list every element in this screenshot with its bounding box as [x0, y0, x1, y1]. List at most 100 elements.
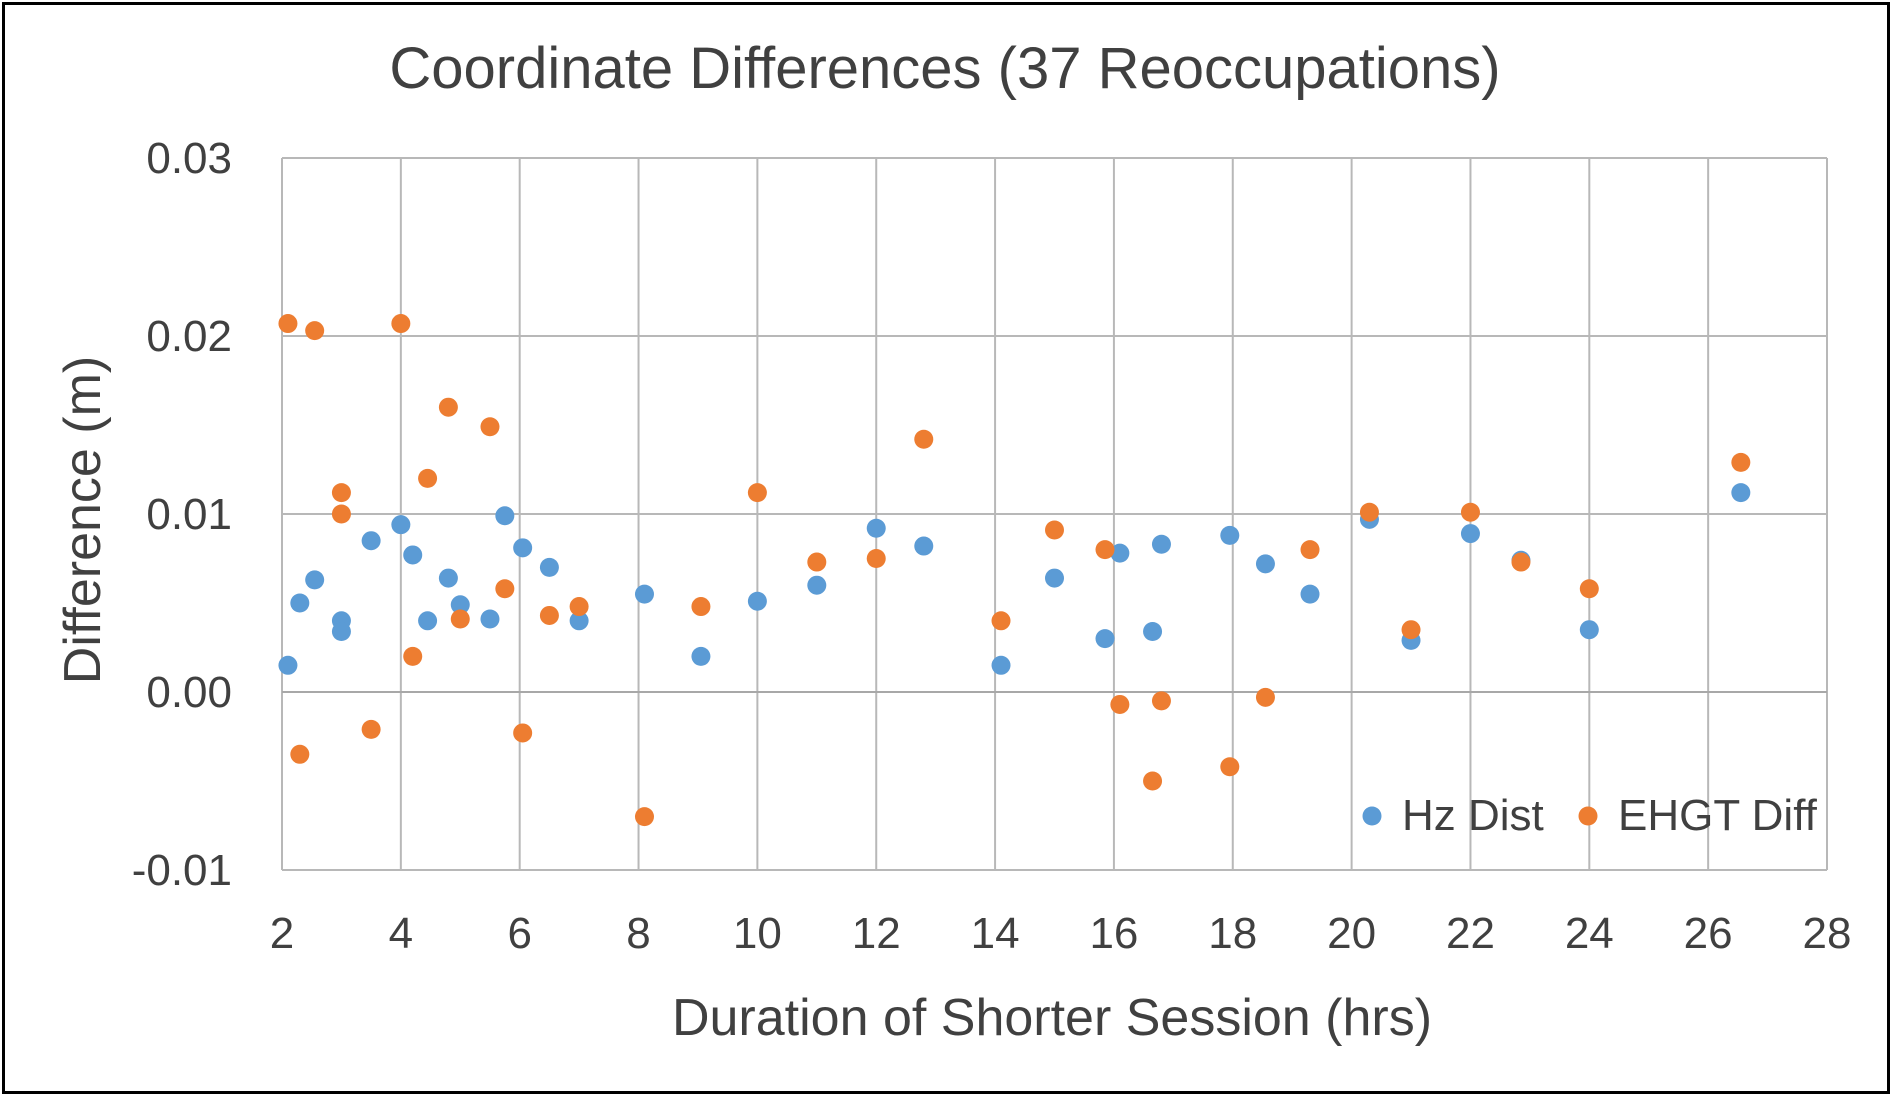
y-tick-label: -0.01: [132, 846, 232, 895]
data-point: [1401, 620, 1421, 640]
x-tick-label: 24: [1565, 909, 1614, 958]
data-point: [747, 591, 767, 611]
data-point: [391, 314, 411, 334]
data-point: [438, 397, 458, 417]
data-point: [1731, 483, 1751, 503]
data-point: [418, 611, 438, 631]
data-point: [278, 314, 298, 334]
data-point: [1143, 621, 1163, 641]
data-point: [991, 655, 1011, 675]
x-tick-label: 16: [1089, 909, 1138, 958]
x-tick-label: 18: [1208, 909, 1257, 958]
data-point: [450, 609, 470, 629]
data-point: [1359, 502, 1379, 522]
data-point: [539, 605, 559, 625]
data-point: [1045, 520, 1064, 540]
x-tick-label: 6: [507, 909, 531, 958]
x-tick-label: 4: [389, 909, 413, 958]
data-point: [403, 646, 423, 666]
x-tick-labels: 2 4 6 8 10 12 14 16 18 20 22 24 26 28: [270, 909, 1852, 958]
data-point: [290, 593, 310, 613]
data-point: [331, 483, 351, 503]
data-point: [1579, 620, 1599, 640]
data-point: [331, 504, 351, 524]
legend-label: EHGT Diff: [1618, 791, 1818, 840]
x-tick-label: 26: [1684, 909, 1733, 958]
data-point: [1220, 525, 1240, 545]
data-point: [361, 719, 381, 739]
data-point: [691, 597, 711, 617]
data-point: [290, 744, 310, 764]
data-point: [1731, 452, 1751, 472]
chart-title: Coordinate Differences (37 Reoccupations…: [389, 36, 1500, 101]
data-point: [391, 515, 411, 535]
data-point: [691, 646, 711, 666]
data-point: [495, 579, 515, 599]
data-point: [513, 538, 533, 558]
data-point: [1110, 543, 1130, 563]
data-point: [331, 621, 351, 641]
data-point: [634, 584, 654, 604]
data-point: [480, 609, 500, 629]
data-point: [539, 557, 559, 577]
data-point: [1255, 554, 1275, 574]
data-point: [480, 417, 500, 437]
data-point: [1460, 524, 1480, 544]
data-point: [1460, 502, 1480, 522]
data-point: [807, 552, 827, 572]
x-tick-label: 14: [971, 909, 1020, 958]
x-tick-label: 8: [626, 909, 650, 958]
data-point: [305, 570, 325, 590]
y-tick-label: 0.01: [146, 490, 232, 539]
legend-label: Hz Dist: [1402, 791, 1544, 840]
data-point: [634, 807, 654, 827]
data-point: [305, 321, 325, 341]
data-point: [1095, 540, 1115, 560]
data-point: [569, 597, 589, 617]
data-point: [438, 568, 458, 588]
series-hz-dist: [278, 483, 1751, 675]
data-point: [1300, 584, 1320, 604]
y-tick-labels: 0.03 0.02 0.01 0.00 -0.01: [132, 134, 232, 895]
y-axis-label: Difference (m): [54, 356, 112, 684]
data-point: [1151, 534, 1171, 554]
data-point: [807, 575, 827, 595]
data-point: [1045, 568, 1064, 588]
data-point: [278, 655, 298, 675]
x-tick-label: 2: [270, 909, 294, 958]
data-point: [866, 518, 886, 538]
data-point: [991, 611, 1011, 631]
x-tick-label: 28: [1803, 909, 1852, 958]
series-ehgt-diff: [278, 314, 1751, 827]
data-point: [495, 506, 515, 526]
data-point: [1143, 771, 1163, 791]
data-point: [450, 595, 470, 615]
x-tick-label: 12: [852, 909, 901, 958]
legend-marker: [1362, 806, 1382, 826]
data-point: [747, 483, 767, 503]
x-tick-label: 22: [1446, 909, 1495, 958]
x-axis-label: Duration of Shorter Session (hrs): [672, 989, 1432, 1047]
legend: Hz Dist EHGT Diff: [1362, 791, 1818, 840]
data-point: [513, 723, 533, 743]
legend-marker: [1578, 806, 1598, 826]
data-point: [866, 549, 886, 568]
data-point: [361, 531, 381, 551]
data-point: [1300, 540, 1320, 560]
x-tick-label: 10: [733, 909, 782, 958]
y-tick-label: 0.00: [146, 668, 232, 717]
data-point: [1220, 757, 1240, 777]
data-point: [914, 536, 934, 556]
data-point: [1110, 694, 1130, 714]
data-point: [418, 468, 438, 488]
data-point: [914, 429, 934, 449]
data-point: [1095, 629, 1115, 649]
y-tick-label: 0.03: [146, 134, 232, 183]
x-tick-label: 20: [1327, 909, 1376, 958]
data-point: [403, 545, 423, 565]
data-point: [1255, 687, 1275, 707]
data-points: [278, 314, 1751, 827]
grid-lines: [281, 157, 1828, 871]
